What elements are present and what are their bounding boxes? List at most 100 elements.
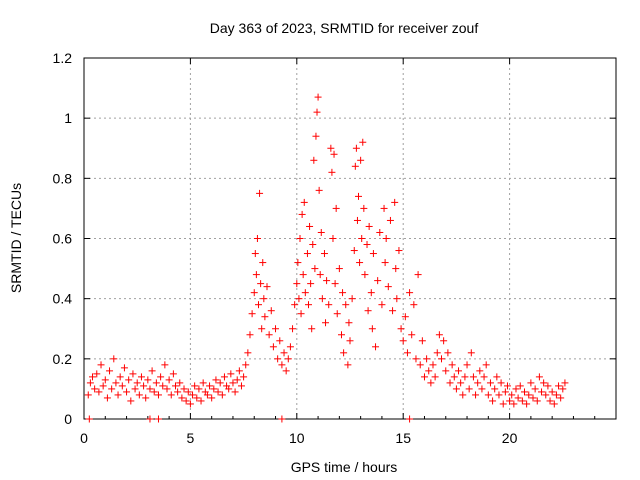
data-point bbox=[298, 210, 306, 218]
data-point bbox=[256, 189, 264, 197]
data-point bbox=[174, 388, 182, 396]
data-point bbox=[384, 283, 392, 291]
data-point bbox=[333, 310, 341, 318]
data-point bbox=[235, 367, 243, 375]
data-point bbox=[252, 271, 260, 279]
data-point bbox=[510, 400, 518, 408]
data-point bbox=[157, 373, 165, 381]
data-point bbox=[306, 222, 314, 230]
data-point bbox=[237, 382, 245, 390]
data-point bbox=[142, 394, 150, 402]
data-point bbox=[296, 235, 304, 242]
data-point bbox=[197, 397, 205, 405]
data-point bbox=[140, 382, 148, 390]
data-point bbox=[359, 138, 367, 146]
data-point bbox=[325, 301, 333, 309]
data-point bbox=[331, 280, 339, 288]
data-point bbox=[322, 319, 330, 327]
data-point bbox=[392, 265, 400, 273]
data-point bbox=[97, 361, 105, 369]
data-point bbox=[395, 247, 403, 255]
data-point bbox=[489, 397, 497, 405]
y-tick-label: 1 bbox=[64, 110, 72, 126]
data-point bbox=[412, 355, 420, 363]
data-point bbox=[112, 379, 120, 387]
data-point bbox=[301, 289, 309, 297]
data-point bbox=[161, 361, 169, 369]
data-point bbox=[254, 301, 262, 309]
data-point bbox=[399, 337, 407, 345]
data-point bbox=[323, 277, 331, 285]
data-point bbox=[372, 343, 380, 351]
data-point bbox=[348, 295, 356, 303]
data-point bbox=[329, 235, 337, 242]
data-point bbox=[328, 168, 336, 176]
data-point bbox=[363, 241, 371, 249]
data-point bbox=[386, 216, 394, 224]
data-point bbox=[401, 313, 409, 321]
data-point bbox=[163, 385, 171, 393]
data-point bbox=[182, 397, 190, 405]
data-point bbox=[310, 156, 318, 164]
data-point bbox=[535, 373, 543, 381]
data-point bbox=[195, 385, 203, 393]
data-point bbox=[193, 394, 201, 402]
data-point bbox=[307, 280, 315, 288]
data-point bbox=[240, 373, 248, 381]
data-point bbox=[431, 373, 439, 381]
y-tick-label: 0.8 bbox=[53, 170, 73, 186]
data-point bbox=[356, 259, 364, 267]
data-point bbox=[330, 150, 338, 158]
data-point bbox=[433, 349, 441, 357]
data-point bbox=[150, 388, 158, 396]
data-point bbox=[455, 367, 463, 375]
data-point bbox=[550, 400, 558, 408]
data-point bbox=[544, 382, 552, 390]
data-point bbox=[129, 370, 137, 378]
data-point bbox=[514, 394, 522, 402]
data-point bbox=[91, 385, 99, 393]
y-axis-label: SRMTID / TECUs bbox=[8, 183, 24, 293]
data-point bbox=[191, 382, 199, 390]
data-point bbox=[293, 280, 301, 288]
data-point bbox=[391, 198, 399, 206]
data-point bbox=[84, 391, 92, 399]
data-point bbox=[272, 325, 280, 333]
data-point bbox=[493, 373, 501, 381]
data-point bbox=[414, 271, 422, 279]
data-point bbox=[103, 394, 111, 402]
data-point bbox=[501, 388, 509, 396]
data-point bbox=[278, 415, 286, 423]
data-point bbox=[552, 391, 560, 399]
data-point bbox=[282, 367, 290, 375]
data-point bbox=[457, 379, 465, 387]
data-point bbox=[332, 204, 340, 212]
data-point bbox=[353, 216, 361, 224]
data-point bbox=[265, 331, 273, 339]
data-point bbox=[520, 388, 528, 396]
data-point bbox=[365, 222, 373, 230]
data-point bbox=[131, 385, 139, 393]
data-point bbox=[540, 379, 548, 387]
data-point bbox=[350, 247, 358, 255]
chart-title: Day 363 of 2023, SRMTID for receiver zou… bbox=[210, 20, 479, 36]
data-point bbox=[248, 310, 256, 318]
data-point bbox=[378, 301, 386, 309]
data-point bbox=[463, 361, 471, 369]
data-point bbox=[495, 391, 503, 399]
y-tick-label: 0.6 bbox=[53, 231, 73, 247]
data-point bbox=[342, 301, 350, 309]
data-point bbox=[320, 250, 328, 258]
data-point bbox=[314, 93, 322, 101]
y-tick-label: 0 bbox=[64, 411, 72, 427]
data-point bbox=[317, 228, 325, 236]
x-tick-label: 5 bbox=[187, 430, 195, 446]
data-point bbox=[482, 361, 490, 369]
data-point bbox=[555, 382, 563, 390]
data-point bbox=[299, 271, 307, 279]
data-point bbox=[123, 388, 131, 396]
data-point bbox=[531, 385, 539, 393]
tick-layer: 0 5 10 15 20 0 0.2 0.4 0.6 0.8 1 1.2 bbox=[53, 50, 617, 446]
data-point bbox=[311, 265, 319, 273]
data-point bbox=[446, 379, 454, 387]
